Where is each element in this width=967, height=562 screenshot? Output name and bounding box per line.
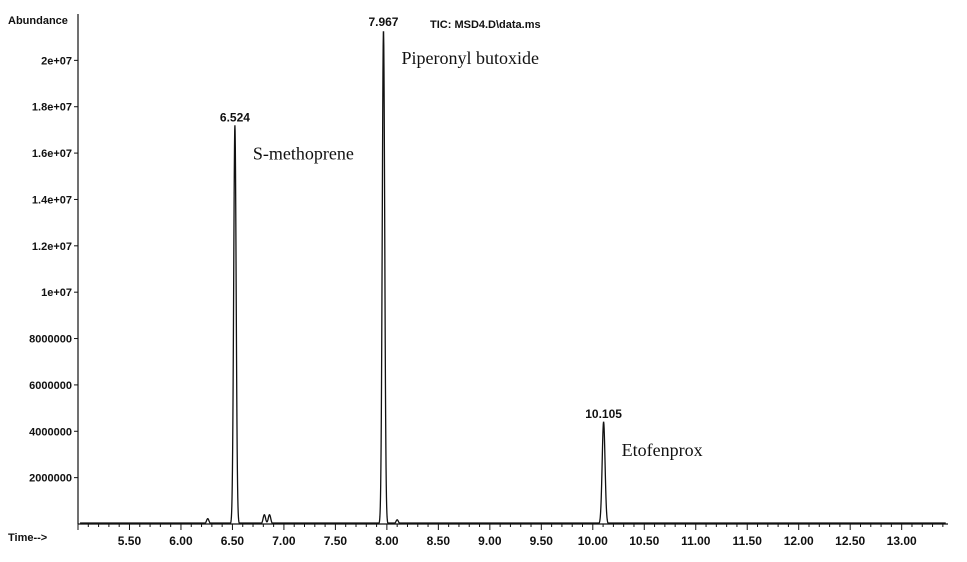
x-tick-label: 7.00 [272, 534, 296, 548]
x-tick-label: 6.50 [221, 534, 245, 548]
y-tick-label: 2e+07 [41, 55, 72, 67]
peak-rt-label: 6.524 [220, 110, 250, 124]
x-tick-label: 8.50 [427, 534, 451, 548]
peak-rt-label: 7.967 [368, 15, 398, 29]
y-tick-label: 1.2e+07 [32, 241, 72, 253]
x-tick-label: 11.00 [681, 534, 711, 548]
x-tick-label: 8.00 [375, 534, 399, 548]
y-tick-label: 1.4e+07 [32, 194, 72, 206]
y-tick-label: 4000000 [29, 426, 72, 438]
y-tick-label: 8000000 [29, 334, 72, 346]
x-tick-label: 12.00 [784, 534, 814, 548]
tic-trace [80, 31, 946, 524]
y-tick-label: 6000000 [29, 380, 72, 392]
y-tick-label: 1e+07 [41, 287, 72, 299]
peak-labels: 6.524 S-methoprene 7.967 Piperonyl butoxide… [220, 15, 703, 460]
compound-label: Etofenprox [622, 440, 703, 460]
y-axis-label: Abundance [8, 15, 68, 27]
compound-label: Piperonyl butoxide [401, 48, 539, 68]
y-tick-label: 1.8e+07 [32, 102, 72, 114]
chart-title: TIC: MSD4.D\data.ms [430, 19, 541, 31]
x-tick-label: 9.50 [530, 534, 554, 548]
x-tick-label: 9.00 [478, 534, 502, 548]
x-tick-label: 13.00 [887, 534, 917, 548]
compound-label: S-methoprene [253, 143, 354, 163]
peak-rt-label: 10.105 [585, 407, 622, 421]
x-axis-ticks: 5.50 6.00 6.50 7.00 7.50 8.00 8.50 9.00 9.50 10.0… [77, 524, 944, 548]
x-tick-label: 7.50 [324, 534, 348, 548]
x-tick-label: 5.50 [118, 534, 142, 548]
y-tick-label: 2000000 [29, 473, 72, 485]
x-tick-label: 10.00 [578, 534, 608, 548]
x-tick-label: 10.50 [629, 534, 659, 548]
x-tick-label: 6.00 [169, 534, 193, 548]
x-tick-label: 12.50 [835, 534, 865, 548]
y-tick-label: 1.6e+07 [32, 148, 72, 160]
y-axis-ticks: 2000000 4000000 6000000 8000000 1e+07 1.2e+07… [29, 55, 78, 485]
x-tick-label: 11.50 [733, 534, 763, 548]
x-axis-label: Time--> [8, 532, 47, 544]
